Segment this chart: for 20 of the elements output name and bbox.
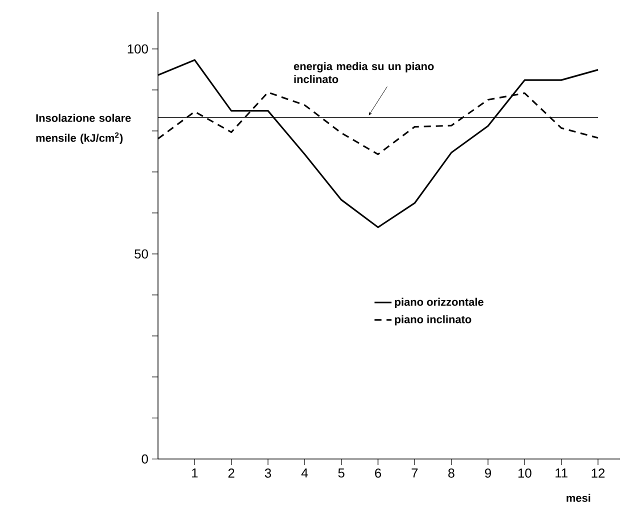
x-tick-label: 2 <box>228 468 234 478</box>
x-tick-label: 4 <box>301 468 308 478</box>
x-tick-label: 7 <box>412 468 418 478</box>
x-tick-label: 5 <box>338 468 344 478</box>
legend-label: piano inclinato <box>395 315 472 326</box>
y-tick-label: 50 <box>134 249 148 259</box>
x-tick-label: 12 <box>592 468 605 478</box>
x-tick-label: 3 <box>264 468 272 478</box>
y-tick-label: 0 <box>142 454 148 464</box>
x-tick-label: 10 <box>518 468 532 478</box>
x-tick-label: 11 <box>556 468 568 478</box>
x-axis-title: mesi <box>566 494 590 502</box>
legend-label: piano orizzontale <box>395 298 484 308</box>
x-tick-label: 1 <box>192 468 198 478</box>
y-tick-label: 100 <box>128 44 148 54</box>
x-tick-label: 8 <box>448 468 454 478</box>
x-tick-label: 6 <box>375 468 382 478</box>
x-tick-label: 9 <box>485 468 491 478</box>
ref-line-label: energia media su un piano inclinato <box>294 62 434 84</box>
y-axis-title: Insolazione solare mensile (kJ/cm$^{2}$) <box>36 114 131 144</box>
